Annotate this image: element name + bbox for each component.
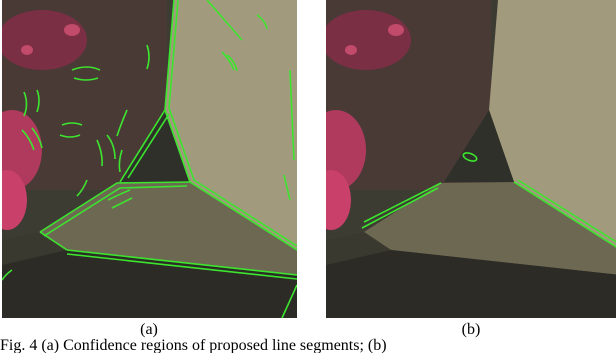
panel-a [0, 0, 307, 318]
figure-caption: Fig. 4 (a) Confidence regions of propose… [0, 337, 387, 353]
figure: (a) (b) Fig. 4 (a) Confidence regions of… [0, 0, 616, 353]
panel-label: (a) [140, 321, 158, 338]
panel-label: (b) [462, 321, 481, 338]
panel-b [306, 0, 616, 318]
